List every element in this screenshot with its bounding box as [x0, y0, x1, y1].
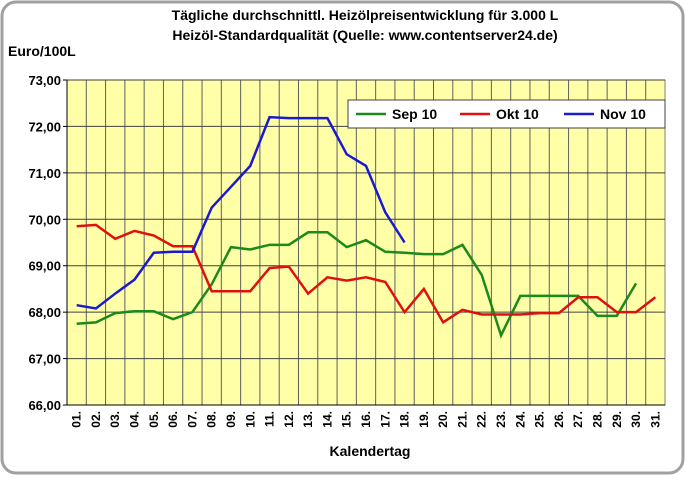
y-tick-label: 71,00 — [28, 166, 61, 181]
series-line — [76, 223, 657, 325]
x-tick-label: 14. — [320, 411, 334, 428]
x-tick-label: 28. — [590, 411, 604, 428]
x-tick-label: 18. — [398, 411, 412, 428]
legend-label: Nov 10 — [600, 106, 646, 122]
x-tick-label: 12. — [282, 411, 296, 428]
x-tick-label: 03. — [108, 411, 122, 428]
x-tick-label: 13. — [301, 411, 315, 428]
x-tick-label: 17. — [378, 411, 392, 428]
x-tick-label: 02. — [89, 411, 103, 428]
chart-subtitle: Heizöl-Standardqualität (Quelle: www.con… — [172, 27, 557, 43]
y-tick-label: 66,00 — [28, 398, 61, 413]
x-tick-label: 11. — [263, 411, 277, 427]
x-tick-label: 07. — [185, 411, 199, 428]
chart-title: Tägliche durchschnittl. Heizölpreisentwi… — [172, 7, 559, 23]
x-tick-label: 20. — [436, 411, 450, 428]
y-axis-label: Euro/100L — [8, 43, 76, 59]
x-axis-label: Kalendertag — [330, 443, 411, 459]
y-tick-label: 67,00 — [28, 352, 61, 367]
x-tick-label: 22. — [475, 411, 489, 428]
x-tick-label: 26. — [552, 411, 566, 428]
x-tick-label: 29. — [610, 411, 624, 428]
x-tick-label: 01. — [70, 411, 84, 428]
x-tick-label: 10. — [243, 411, 257, 428]
legend-label: Sep 10 — [392, 106, 437, 122]
series-line — [76, 231, 638, 339]
series-line — [76, 115, 406, 310]
legend-box — [347, 99, 666, 129]
y-tick-label: 68,00 — [28, 305, 61, 320]
x-tick-label: 05. — [147, 411, 161, 428]
y-tick-label: 72,00 — [28, 119, 61, 134]
x-tick-label: 23. — [494, 411, 508, 428]
y-tick-label: 70,00 — [28, 212, 61, 227]
x-tick-label: 24. — [513, 411, 527, 428]
x-tick-label: 30. — [629, 411, 643, 428]
y-tick-label: 73,00 — [28, 73, 61, 88]
x-tick-label: 09. — [224, 411, 238, 428]
x-tick-label: 25. — [533, 411, 547, 428]
x-tick-label: 04. — [128, 411, 142, 428]
x-tick-label: 21. — [455, 411, 469, 428]
x-tick-label: 19. — [417, 411, 431, 428]
x-tick-label: 31. — [648, 411, 662, 428]
x-tick-label: 16. — [359, 411, 373, 428]
y-tick-label: 69,00 — [28, 259, 61, 274]
x-tick-label: 06. — [166, 411, 180, 428]
x-tick-label: 08. — [205, 411, 219, 428]
plot-area — [66, 79, 666, 406]
x-tick-label: 27. — [571, 411, 585, 428]
legend-label: Okt 10 — [496, 106, 539, 122]
x-tick-label: 15. — [340, 411, 354, 428]
legend: Sep 10 Okt 10 Nov 10 — [347, 99, 666, 129]
